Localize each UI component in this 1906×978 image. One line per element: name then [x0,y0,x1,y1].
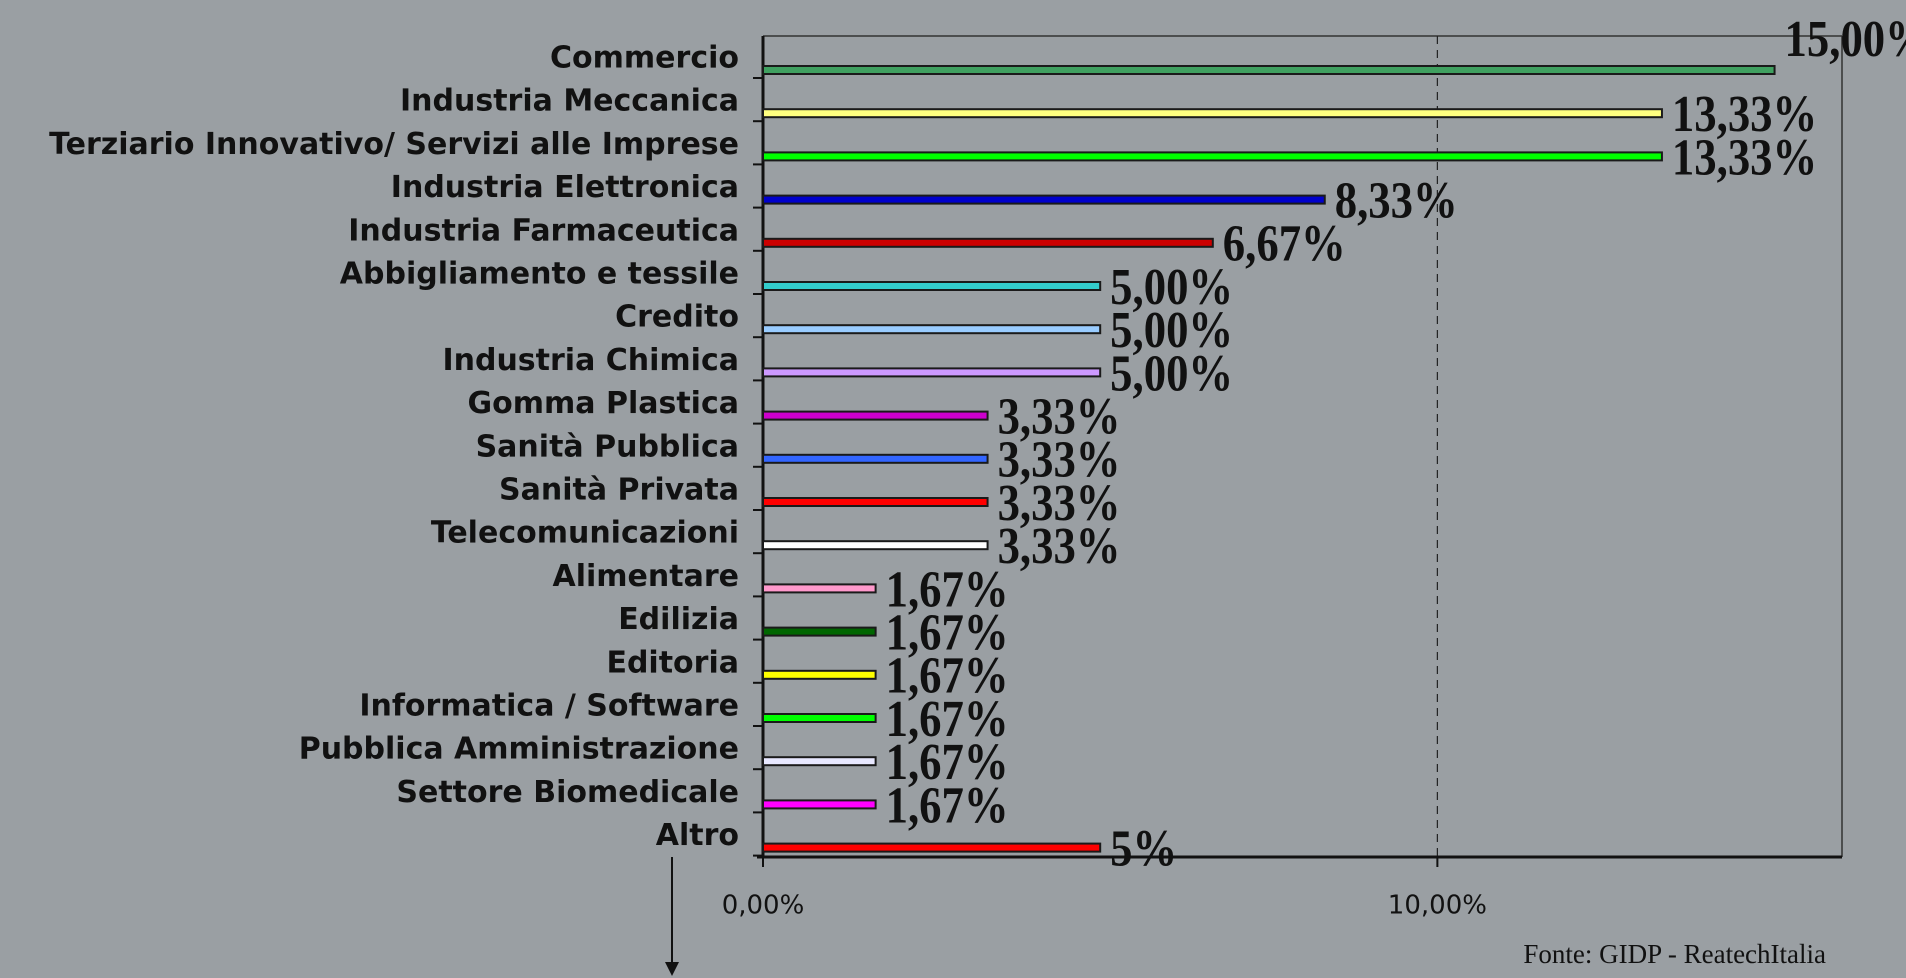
data-label: 1,67% [886,777,1009,834]
data-label: 13,33% [1672,129,1817,186]
data-label: 1,67% [886,604,1009,661]
bar [762,540,989,551]
bar [762,497,989,507]
data-label: 8,33% [1335,172,1458,229]
y-tick-label: Altro [656,818,739,853]
bar [762,367,1102,378]
data-label: 6,67% [1223,216,1346,273]
data-label: 5% [1110,820,1177,877]
bar [762,713,877,723]
data-label: 1,67% [886,561,1009,618]
data-label: 5,00% [1110,345,1233,402]
bar [762,799,877,810]
y-tick-label: Telecomunicazioni [431,516,739,551]
y-tick-label: Alimentare [553,559,739,594]
data-label: 1,67% [886,648,1009,705]
y-tick-label: Industria Farmaceutica [348,213,739,248]
y-tick-label: Gomma Plastica [468,386,739,421]
bar [762,669,877,680]
data-label: 3,33% [998,388,1121,445]
data-label: 3,33% [998,518,1121,575]
bar [762,583,877,594]
bar [762,194,1326,205]
data-label: 15,00% [1785,11,1906,68]
y-tick-label: Abbigliamento e tessile [340,257,739,292]
data-label: 5,00% [1110,302,1233,359]
bar [762,108,1663,119]
bar [762,237,1214,248]
y-tick-label: Credito [615,300,739,335]
y-tick-label: Commercio [550,41,739,76]
y-tick-label: Sanità Privata [499,473,739,508]
data-label: 3,33% [998,475,1121,532]
y-tick-label: Industria Meccanica [400,84,739,119]
y-tick-label: Industria Elettronica [391,170,739,205]
arrow-head [665,962,679,976]
y-tick-label: Edilizia [618,602,739,637]
y-tick-label: Pubblica Amministrazione [299,732,739,767]
y-tick-label: Settore Biomedicale [396,775,739,810]
data-label: 5,00% [1110,259,1233,316]
bar [762,410,989,421]
bar [762,65,1776,75]
y-tick-label: Terziario Innovativo/ Servizi alle Impre… [49,127,739,162]
data-label: 3,33% [998,432,1121,489]
data-label: 1,67% [886,734,1009,791]
source: Fonte: GIDP - ReatechItalia [1523,939,1826,969]
bar [762,151,1663,162]
bar [762,281,1102,291]
y-tick-label: Sanità Pubblica [476,429,739,464]
x-tick-label: 0,00% [722,891,805,921]
bar [762,453,989,464]
bar [762,842,1102,853]
y-tick-label: Industria Chimica [442,343,739,378]
y-tick-label: Editoria [606,645,739,680]
data-label: 13,33% [1672,86,1817,143]
bar [762,756,877,767]
y-tick-label: Informatica / Software [359,689,739,724]
x-tick-label: 10,00% [1388,891,1487,921]
bar [762,324,1102,335]
data-label: 1,67% [886,691,1009,748]
bar [762,626,877,637]
